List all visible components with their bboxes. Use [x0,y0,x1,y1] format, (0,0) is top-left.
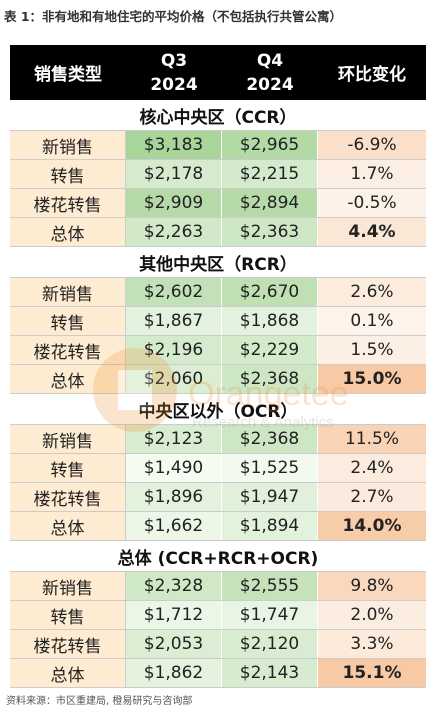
table-row: 楼花转售 $2,196 $2,229 1.5% [10,336,426,365]
q3-price-cell: $1,662 [126,512,222,540]
q4-price-cell: $2,965 [222,131,318,159]
q3-price-cell: $1,490 [126,454,222,482]
sales-type-cell: 总体 [10,218,126,246]
qoq-change-cell: 14.0% [318,512,426,540]
sales-type-cell: 新销售 [10,572,126,600]
header-sales-type: 销售类型 [34,65,102,85]
q4-price-cell: $2,229 [222,336,318,364]
sales-type-cell: 转售 [10,601,126,629]
sales-type-cell: 转售 [10,454,126,482]
qoq-change-cell: 3.3% [318,630,426,658]
header-q4-quarter: Q4 [256,50,284,71]
qoq-change-cell: 2.0% [318,601,426,629]
table-row: 转售 $1,712 $1,747 2.0% [10,601,426,630]
header-q4-2024: Q4 2024 [222,45,318,100]
section-title: 核心中央区（CCR） [10,100,426,131]
sales-type-cell: 总体 [10,659,126,687]
table-row: 新销售 $3,183 $2,965 -6.9% [10,131,426,160]
q3-price-cell: $2,909 [126,189,222,217]
sales-type-cell: 总体 [10,365,126,393]
qoq-change-cell: 1.5% [318,336,426,364]
qoq-change-cell: 2.7% [318,483,426,511]
q3-price-cell: $2,263 [126,218,222,246]
q4-price-cell: $2,215 [222,160,318,188]
q4-price-cell: $2,555 [222,572,318,600]
section-title: 中央区以外（OCR） [10,394,426,425]
q3-price-cell: $2,053 [126,630,222,658]
qoq-change-cell: 9.8% [318,572,426,600]
table-row: 总体 $1,862 $2,143 15.1% [10,659,426,688]
qoq-change-cell: 2.4% [318,454,426,482]
qoq-change-cell: -6.9% [318,131,426,159]
q3-price-cell: $2,123 [126,425,222,453]
q4-price-cell: $2,120 [222,630,318,658]
section-title: 总体 (CCR+RCR+OCR) [10,541,426,572]
header-q4-year: 2024 [246,74,294,95]
sales-type-cell: 新销售 [10,278,126,306]
qoq-change-cell: 0.1% [318,307,426,335]
qoq-change-cell: 1.7% [318,160,426,188]
qoq-change-cell: 15.0% [318,365,426,393]
sales-type-cell: 新销售 [10,131,126,159]
q3-price-cell: $1,712 [126,601,222,629]
sales-type-cell: 楼花转售 [10,189,126,217]
qoq-change-cell: 2.6% [318,278,426,306]
q4-price-cell: $2,368 [222,365,318,393]
sales-type-cell: 楼花转售 [10,483,126,511]
header-q3-quarter: Q3 [160,50,188,71]
q3-price-cell: $2,602 [126,278,222,306]
table-row: 楼花转售 $2,909 $2,894 -0.5% [10,189,426,218]
table-row: 总体 $2,263 $2,363 4.4% [10,218,426,247]
sales-type-cell: 转售 [10,307,126,335]
q4-price-cell: $1,747 [222,601,318,629]
table-row: 楼花转售 $1,896 $1,947 2.7% [10,483,426,512]
sales-type-cell: 楼花转售 [10,630,126,658]
q4-price-cell: $2,143 [222,659,318,687]
q3-price-cell: $2,178 [126,160,222,188]
q4-price-cell: $2,368 [222,425,318,453]
table-header: 销售类型 Q3 2024 Q4 2024 环比变化 [10,45,426,100]
q3-price-cell: $1,867 [126,307,222,335]
table-title: 表 1：非有地和有地住宅的平均价格（不包括执行共管公寓） [4,9,343,24]
header-qoq-change: 环比变化 [338,65,406,85]
qoq-change-cell: -0.5% [318,189,426,217]
table-row: 楼花转售 $2,053 $2,120 3.3% [10,630,426,659]
q3-price-cell: $2,196 [126,336,222,364]
header-q3-2024: Q3 2024 [126,45,222,100]
table-row: 转售 $2,178 $2,215 1.7% [10,160,426,189]
sales-type-cell: 新销售 [10,425,126,453]
sales-type-cell: 总体 [10,512,126,540]
table-row: 新销售 $2,328 $2,555 9.8% [10,572,426,601]
sales-type-cell: 转售 [10,160,126,188]
q4-price-cell: $2,894 [222,189,318,217]
qoq-change-cell: 15.1% [318,659,426,687]
q3-price-cell: $3,183 [126,131,222,159]
table-row: 总体 $1,662 $1,894 14.0% [10,512,426,541]
q4-price-cell: $1,947 [222,483,318,511]
q4-price-cell: $1,868 [222,307,318,335]
header-q3-year: 2024 [150,74,198,95]
table-row: 总体 $2,060 $2,368 15.0% [10,365,426,394]
qoq-change-cell: 4.4% [318,218,426,246]
table-row: 转售 $1,867 $1,868 0.1% [10,307,426,336]
q3-price-cell: $2,328 [126,572,222,600]
q3-price-cell: $2,060 [126,365,222,393]
q3-price-cell: $1,896 [126,483,222,511]
q4-price-cell: $1,894 [222,512,318,540]
qoq-change-cell: 11.5% [318,425,426,453]
sales-type-cell: 楼花转售 [10,336,126,364]
q3-price-cell: $1,862 [126,659,222,687]
table-row: 新销售 $2,602 $2,670 2.6% [10,278,426,307]
section-title: 其他中央区（RCR） [10,247,426,278]
price-table: 销售类型 Q3 2024 Q4 2024 环比变化 核心中央区（CCR） 新销售 $… [10,45,426,688]
table-body: 核心中央区（CCR） 新销售 $3,183 $2,965 -6.9% 转售 $2,178 $2… [10,100,426,688]
q4-price-cell: $1,525 [222,454,318,482]
source-note: 资料来源：市区重建局, 橙易研究与咨询部 [6,696,193,707]
q4-price-cell: $2,670 [222,278,318,306]
table-row: 新销售 $2,123 $2,368 11.5% [10,425,426,454]
table-row: 转售 $1,490 $1,525 2.4% [10,454,426,483]
q4-price-cell: $2,363 [222,218,318,246]
